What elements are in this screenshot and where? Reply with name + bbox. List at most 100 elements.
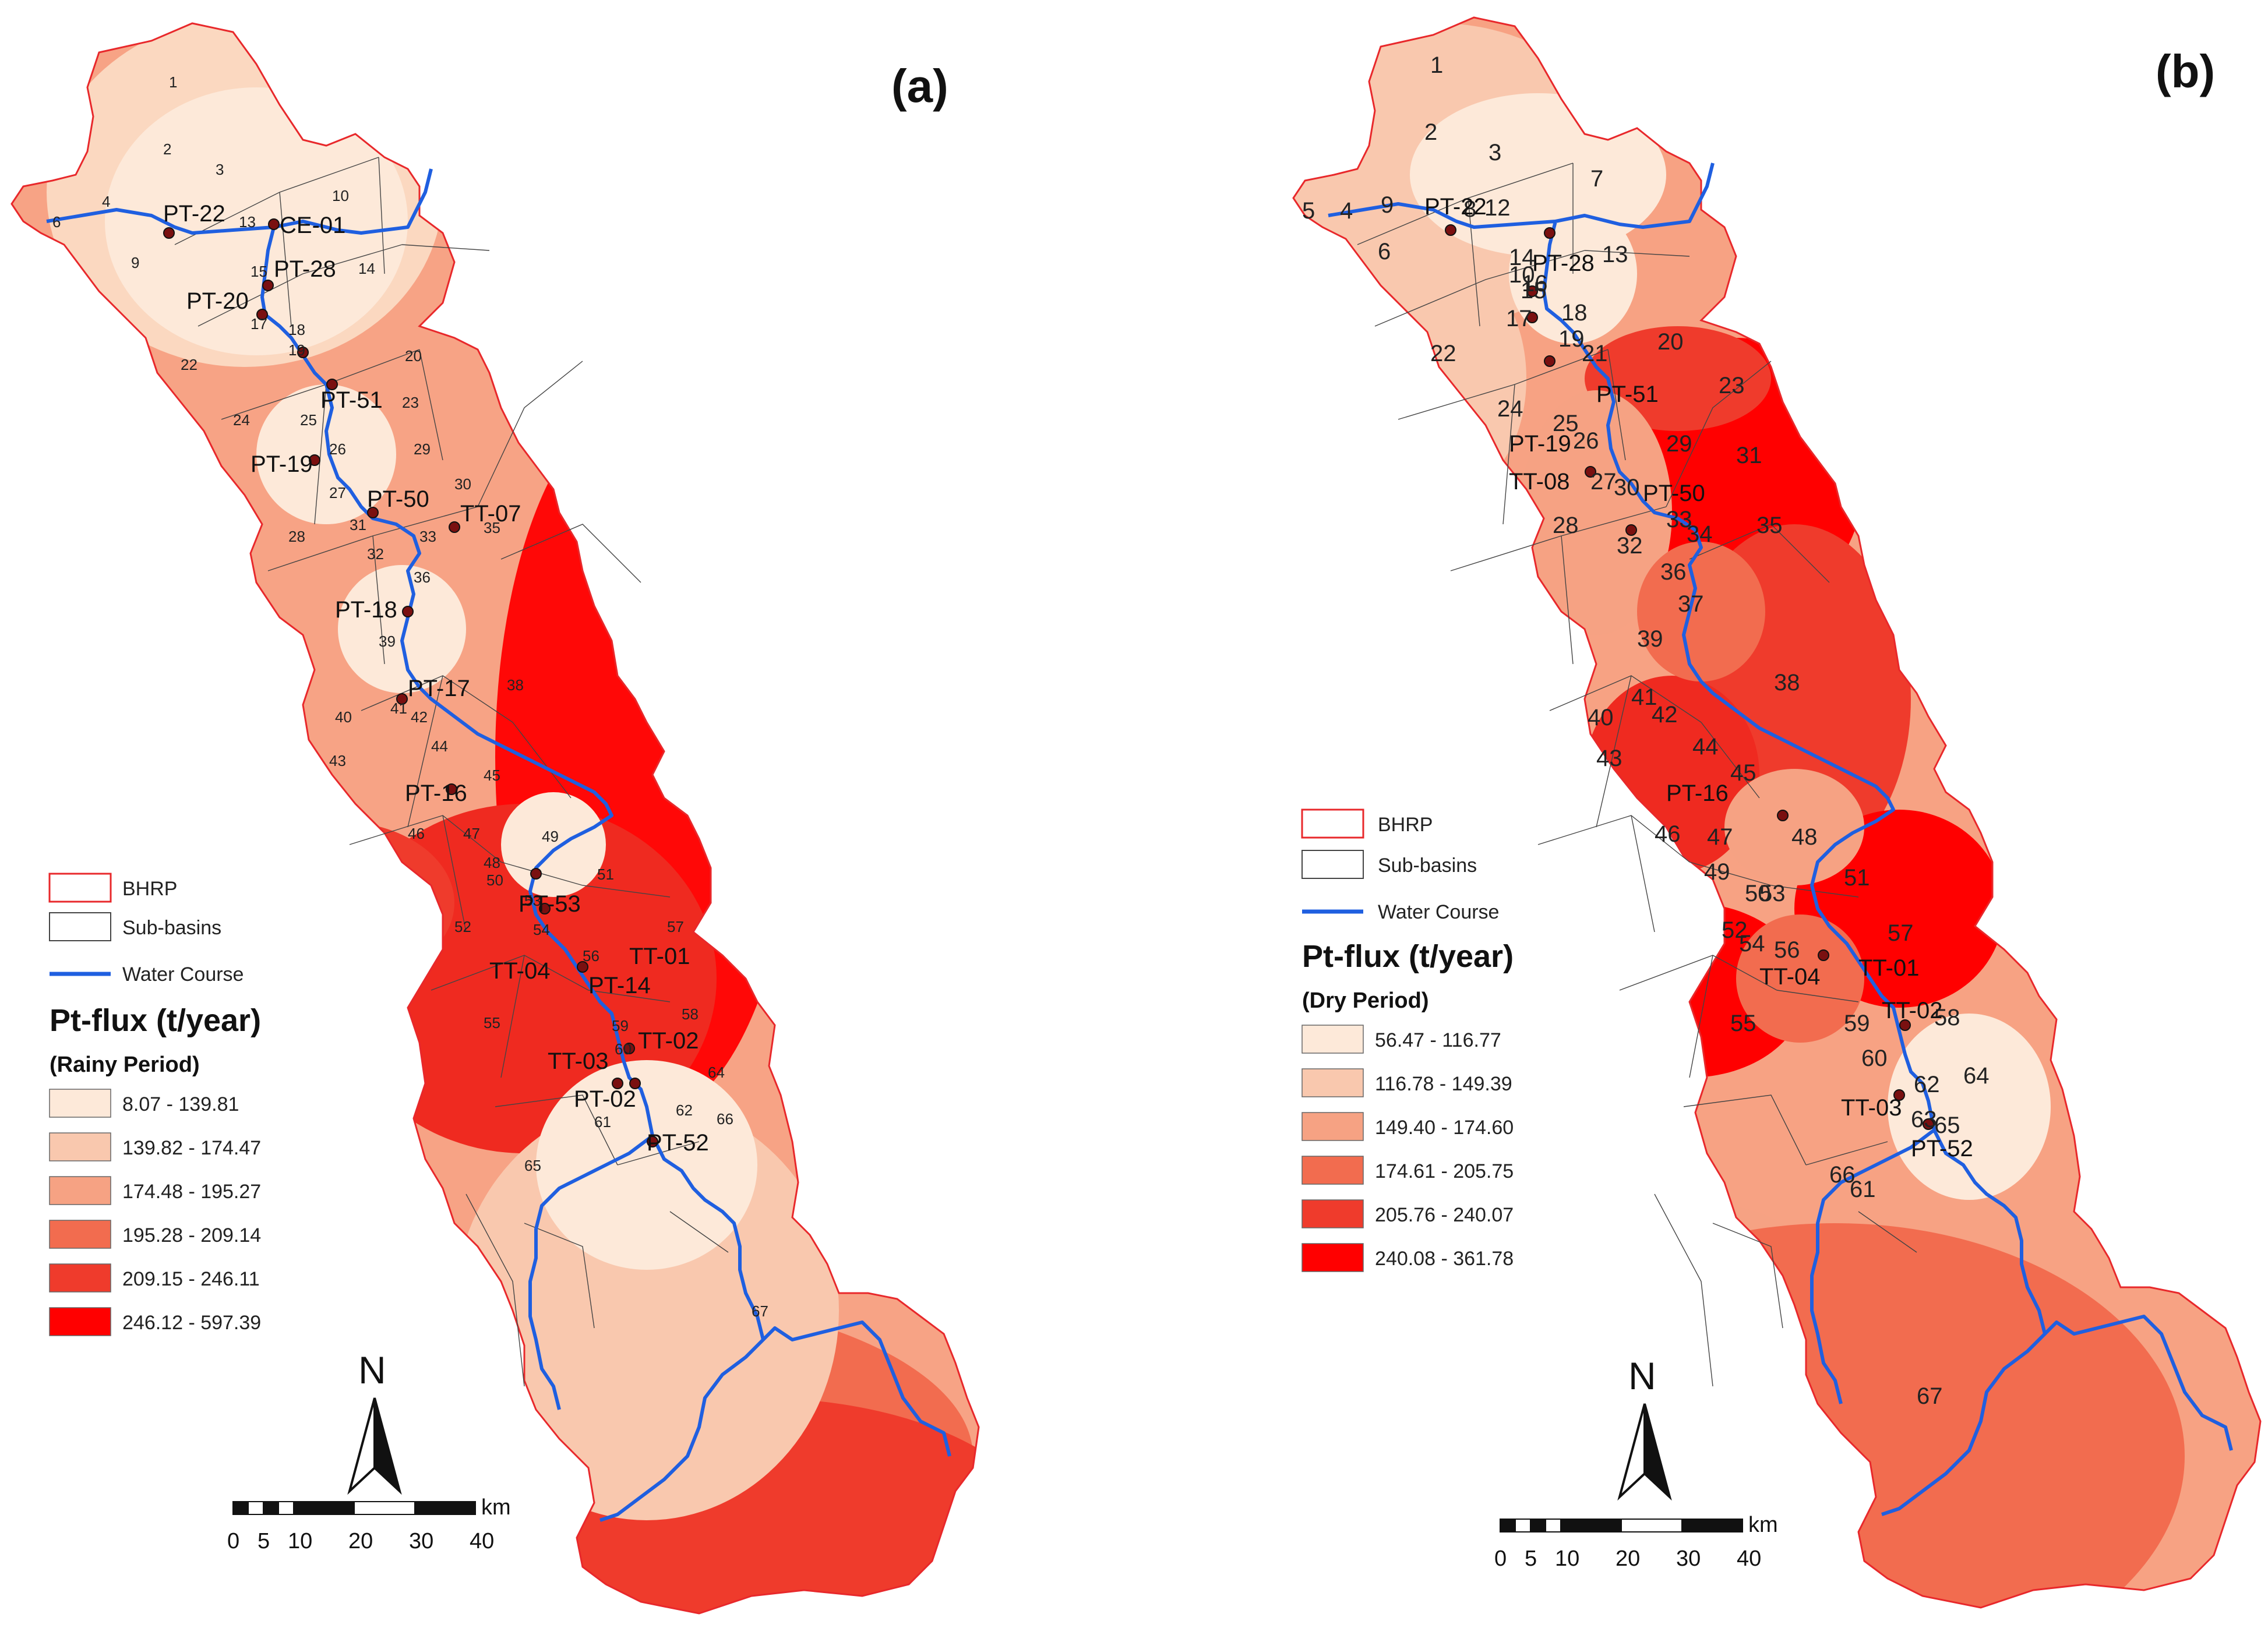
legend-class-swatch xyxy=(49,1089,111,1118)
subbasin-label: 38 xyxy=(507,676,524,694)
subbasin-boundaries xyxy=(1357,163,1917,1387)
subbasin-label: 44 xyxy=(1692,734,1719,760)
subbasin-label: 3 xyxy=(216,161,224,178)
legend-classes: 56.47 - 116.77 116.78 - 149.39 149.40 - 17… xyxy=(1301,1025,1514,1272)
scale-bar-tick-label: 30 xyxy=(1676,1546,1701,1571)
scale-bar-tick-label: 40 xyxy=(1737,1546,1761,1571)
legend-bhrp-swatch xyxy=(1301,808,1364,839)
subbasin-label: 37 xyxy=(1678,591,1704,617)
subbasin-label: 31 xyxy=(350,516,366,534)
legend-class-swatch xyxy=(1301,1156,1364,1185)
subbasin-label: 47 xyxy=(463,825,480,842)
subbasin-label: 65 xyxy=(1934,1113,1960,1138)
scale-bar-segment xyxy=(1530,1519,1546,1532)
station-marker xyxy=(539,903,551,914)
subbasin-label: 39 xyxy=(379,633,396,650)
station-label: PT-28 xyxy=(1532,250,1595,276)
subbasin-label: 43 xyxy=(1596,746,1622,771)
north-arrow-label: N xyxy=(358,1348,386,1392)
subbasin-label: 35 xyxy=(1756,513,1783,538)
subbasin-label: 45 xyxy=(1730,760,1756,786)
subbasin-label: 41 xyxy=(1631,684,1657,710)
scale-bar-tick-label: 40 xyxy=(470,1529,494,1553)
legend-bhrp-label: BHRP xyxy=(1378,814,1433,836)
subbasin-label: 40 xyxy=(1588,705,1614,730)
station-marker xyxy=(1923,1118,1934,1130)
station-marker xyxy=(297,347,309,358)
subbasin-label: 51 xyxy=(1844,865,1870,891)
water-course-river xyxy=(1328,163,2233,1516)
station-label: TT-01 xyxy=(629,944,690,969)
subbasin-label: 52 xyxy=(454,918,471,935)
monitoring-stations xyxy=(163,218,658,1147)
subbasin-label: 25 xyxy=(300,411,317,429)
station-label: PT-18 xyxy=(335,597,397,623)
subbasin-label: 34 xyxy=(1687,521,1713,547)
legend-panel-b: BHRP Sub-basins Water Course Pt-flux (t/… xyxy=(1301,808,1514,1272)
legend-subbasins-label: Sub-basins xyxy=(122,917,221,939)
subbasin-label: 17 xyxy=(251,315,267,333)
station-label: CE-01 xyxy=(280,213,345,238)
subbasin-label: 56 xyxy=(1774,937,1800,963)
legend-class-label: 240.08 - 361.78 xyxy=(1375,1248,1514,1270)
subbasin-label: 64 xyxy=(708,1064,725,1081)
subbasin-label: 50 xyxy=(486,871,503,889)
subbasin-label: 23 xyxy=(1719,373,1745,398)
subbasin-label: 54 xyxy=(1739,931,1765,956)
station-label: PT-51 xyxy=(320,387,383,413)
legend-water-label: Water Course xyxy=(122,963,244,986)
subbasin-label: 9 xyxy=(1381,192,1394,218)
subbasin-label: 35 xyxy=(484,519,500,536)
station-label: PT-28 xyxy=(274,256,336,282)
subbasin-label: 44 xyxy=(431,737,448,755)
scale-bar-tick-label: 30 xyxy=(409,1529,433,1553)
station-marker xyxy=(1899,1019,1911,1031)
scale-bar-tick-label: 10 xyxy=(288,1529,312,1553)
subbasin-label: 59 xyxy=(1844,1011,1870,1036)
subbasin-label: 60 xyxy=(1861,1046,1888,1071)
station-label: TT-04 xyxy=(1759,964,1820,990)
station-label: PT-51 xyxy=(1596,382,1659,407)
station-label: TT-02 xyxy=(638,1028,699,1054)
subbasin-label: 20 xyxy=(1657,329,1684,355)
legend-class-swatch xyxy=(49,1132,111,1161)
subbasin-label: 15 xyxy=(1521,278,1547,303)
subbasin-label: 47 xyxy=(1707,824,1733,850)
station-marker xyxy=(1777,810,1789,821)
subbasin-label: 7 xyxy=(1590,166,1603,192)
station-label: PT-19 xyxy=(251,451,313,477)
subbasin-label: 36 xyxy=(1660,559,1687,585)
station-label: PT-52 xyxy=(1911,1136,1973,1161)
legend-title: Pt-flux (t/year) xyxy=(1302,939,1514,974)
station-marker xyxy=(623,1043,635,1054)
scale-bar-segment xyxy=(1560,1519,1622,1532)
north-arrow-right-half xyxy=(1643,1403,1672,1501)
legend-class-swatch xyxy=(1301,1025,1364,1054)
subbasin-label: 19 xyxy=(288,341,305,359)
bhrp-boundary xyxy=(10,22,980,1615)
subbasin-label: 67 xyxy=(752,1302,768,1320)
subbasin-label: 60 xyxy=(615,1040,632,1058)
scale-bar-segment xyxy=(414,1501,476,1515)
panel-label-b: (b) xyxy=(2156,45,2215,97)
north-arrow: N xyxy=(1617,1354,1672,1501)
subbasin-label: 4 xyxy=(1340,198,1353,224)
station-label: TT-02 xyxy=(1882,998,1942,1023)
subbasin-label: 36 xyxy=(414,568,431,586)
scale-bar-tick-label: 20 xyxy=(348,1529,373,1553)
legend-classes: 8.07 - 139.81 139.82 - 174.47 174.48 - 195… xyxy=(49,1089,261,1336)
subbasin-label: 31 xyxy=(1736,443,1762,468)
station-label: TT-08 xyxy=(1509,469,1569,495)
subbasin-label: 41 xyxy=(390,700,407,717)
scale-bar-segment xyxy=(1681,1519,1743,1532)
station-marker xyxy=(367,507,379,518)
station-marker xyxy=(612,1078,623,1089)
scale-bar-segment xyxy=(1545,1519,1561,1532)
scale-bar-tick-label: 0 xyxy=(227,1529,239,1553)
scale-bar-tick-label: 0 xyxy=(1494,1546,1507,1571)
north-arrow-right-half xyxy=(373,1397,402,1495)
subbasin-label: 26 xyxy=(329,440,346,458)
